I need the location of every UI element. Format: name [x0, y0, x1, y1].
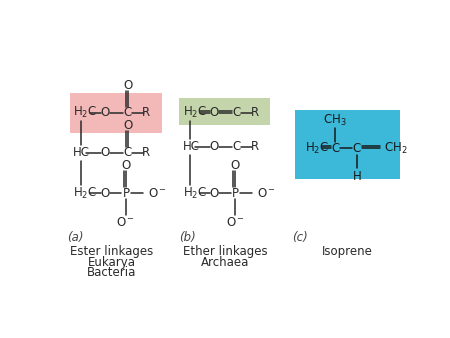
- Text: (a): (a): [67, 231, 84, 244]
- Text: Eukarya: Eukarya: [88, 256, 136, 269]
- Text: C: C: [331, 142, 339, 155]
- Text: R: R: [251, 106, 259, 119]
- Text: Ester linkages: Ester linkages: [71, 245, 154, 258]
- Text: O: O: [123, 79, 132, 92]
- Text: O$^-$: O$^-$: [226, 216, 245, 229]
- Text: O: O: [100, 106, 110, 119]
- Text: H$_2$C: H$_2$C: [183, 186, 207, 200]
- Bar: [295, 110, 400, 179]
- Text: Archaea: Archaea: [201, 256, 249, 269]
- Text: H: H: [353, 170, 361, 183]
- Text: O: O: [231, 159, 240, 172]
- Text: H$_2$C: H$_2$C: [73, 105, 97, 120]
- Text: R: R: [251, 140, 259, 153]
- Text: C: C: [123, 106, 132, 119]
- Text: (b): (b): [180, 231, 196, 244]
- Text: O: O: [210, 106, 219, 119]
- Bar: [70, 93, 162, 133]
- Text: O: O: [210, 140, 219, 153]
- Text: C: C: [233, 106, 241, 119]
- Text: Isoprene: Isoprene: [322, 245, 373, 258]
- Text: C: C: [233, 140, 241, 153]
- Text: C: C: [353, 142, 361, 155]
- Text: R: R: [142, 146, 150, 160]
- Text: CH$_2$: CH$_2$: [384, 141, 408, 156]
- Text: O$^-$: O$^-$: [117, 216, 135, 229]
- Bar: [179, 98, 270, 125]
- Text: Bacteria: Bacteria: [87, 266, 137, 279]
- Text: O: O: [210, 187, 219, 199]
- Text: O: O: [100, 187, 110, 199]
- Text: O: O: [100, 146, 110, 160]
- Text: Ether linkages: Ether linkages: [183, 245, 267, 258]
- Text: P: P: [232, 187, 239, 199]
- Text: R: R: [142, 106, 150, 119]
- Text: (c): (c): [292, 231, 308, 244]
- Text: CH$_3$: CH$_3$: [324, 113, 347, 128]
- Text: O: O: [123, 119, 132, 132]
- Text: H$_2$C: H$_2$C: [305, 141, 329, 156]
- Text: HC: HC: [73, 146, 90, 160]
- Text: P: P: [122, 187, 130, 199]
- Text: O$^-$: O$^-$: [148, 187, 167, 199]
- Text: HC: HC: [183, 140, 199, 153]
- Text: C: C: [123, 146, 132, 160]
- Text: H$_2$C: H$_2$C: [73, 186, 97, 200]
- Text: O$^-$: O$^-$: [257, 187, 276, 199]
- Text: O: O: [122, 159, 130, 172]
- Text: H$_2$C: H$_2$C: [183, 105, 207, 120]
